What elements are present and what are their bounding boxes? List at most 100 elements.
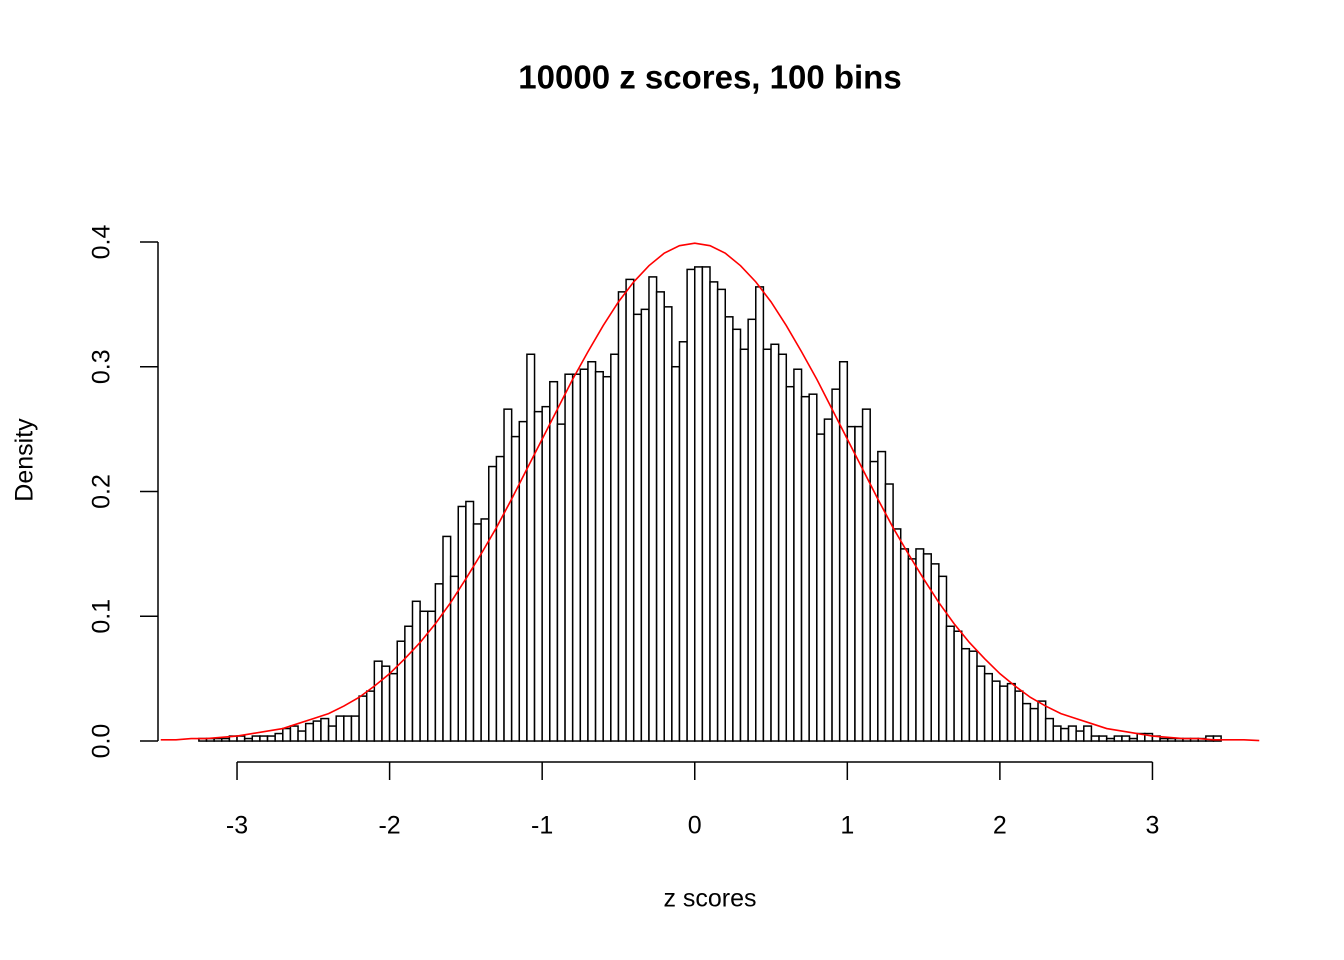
bar [556, 423, 566, 742]
bar [625, 278, 635, 742]
x-tick-label: 0 [688, 812, 702, 840]
bar [793, 368, 803, 742]
bar [770, 343, 780, 742]
bar [365, 690, 376, 742]
bar [1121, 735, 1131, 742]
bar [304, 722, 315, 742]
bar [800, 395, 810, 742]
bar [343, 715, 353, 742]
bar [777, 353, 788, 742]
y-tick-label: 0.0 [88, 724, 116, 759]
bar [877, 450, 887, 742]
bar [701, 266, 711, 742]
bar [899, 548, 910, 742]
bar [861, 408, 871, 742]
bar [457, 505, 467, 742]
bar [686, 268, 696, 742]
bar [442, 535, 452, 742]
bar [335, 715, 345, 742]
bar [1212, 735, 1222, 742]
bar [541, 405, 551, 742]
bar [739, 348, 749, 742]
bar [289, 725, 299, 742]
bar [693, 266, 704, 742]
bar [655, 291, 665, 742]
bar [747, 318, 757, 742]
bar [510, 435, 521, 742]
bar [320, 717, 330, 742]
bar [495, 455, 505, 742]
bar [1166, 737, 1177, 742]
y-tick-label: 0.1 [88, 599, 116, 634]
bar [816, 433, 826, 742]
bar [999, 685, 1009, 742]
bar [587, 360, 597, 742]
bar [434, 583, 444, 742]
y-tick-label: 0.3 [88, 349, 116, 384]
bar [1083, 725, 1093, 742]
bar [716, 288, 727, 742]
bar [1159, 737, 1169, 742]
bar [327, 725, 337, 742]
y-tick-label: 0.4 [88, 224, 116, 259]
bar [579, 368, 589, 742]
bar [1029, 707, 1039, 742]
bar [1090, 735, 1100, 742]
bar [221, 737, 231, 742]
x-tick-label: -3 [226, 812, 248, 840]
bar [945, 625, 955, 742]
bar [953, 630, 963, 742]
chart-title: 10000 z scores, 100 bins [518, 59, 901, 96]
bar [274, 732, 284, 742]
bar [419, 610, 429, 742]
bar [907, 558, 917, 742]
bar [983, 672, 994, 742]
bar [960, 647, 971, 742]
x-tick-label: -1 [531, 812, 553, 840]
density-curve [160, 242, 1260, 742]
bar [411, 600, 421, 742]
bar [312, 720, 322, 742]
bar [571, 373, 582, 742]
bar [991, 680, 1001, 742]
bar [236, 735, 246, 742]
bar [1067, 725, 1077, 742]
bar [785, 385, 795, 742]
bar [1128, 737, 1138, 742]
bar [892, 528, 902, 742]
bar [1060, 727, 1070, 742]
bar [938, 575, 948, 742]
bar [396, 640, 406, 742]
bar [762, 348, 772, 742]
bar [1014, 690, 1024, 742]
bar [388, 672, 398, 742]
bar [610, 353, 620, 742]
bar [930, 563, 940, 742]
bar [526, 353, 536, 742]
bar [602, 375, 612, 742]
bar [282, 727, 292, 742]
bar [831, 388, 841, 742]
bar [838, 360, 849, 742]
x-axis-label: z scores [663, 885, 756, 913]
bar [549, 380, 559, 742]
bar [648, 276, 658, 742]
bar [968, 650, 978, 742]
bar [632, 313, 643, 742]
bar [724, 316, 734, 742]
bar [1006, 682, 1016, 742]
bar [617, 291, 627, 742]
bar [533, 410, 543, 742]
bar [564, 373, 574, 742]
bar [213, 737, 223, 742]
bar [1022, 702, 1032, 742]
bar [709, 281, 719, 742]
bar [976, 665, 986, 742]
bar [1037, 700, 1047, 742]
bar [640, 308, 650, 742]
bar [297, 730, 307, 742]
x-tick-label: -2 [378, 812, 400, 840]
bar [266, 735, 276, 742]
y-axis-label: Density [11, 418, 39, 502]
